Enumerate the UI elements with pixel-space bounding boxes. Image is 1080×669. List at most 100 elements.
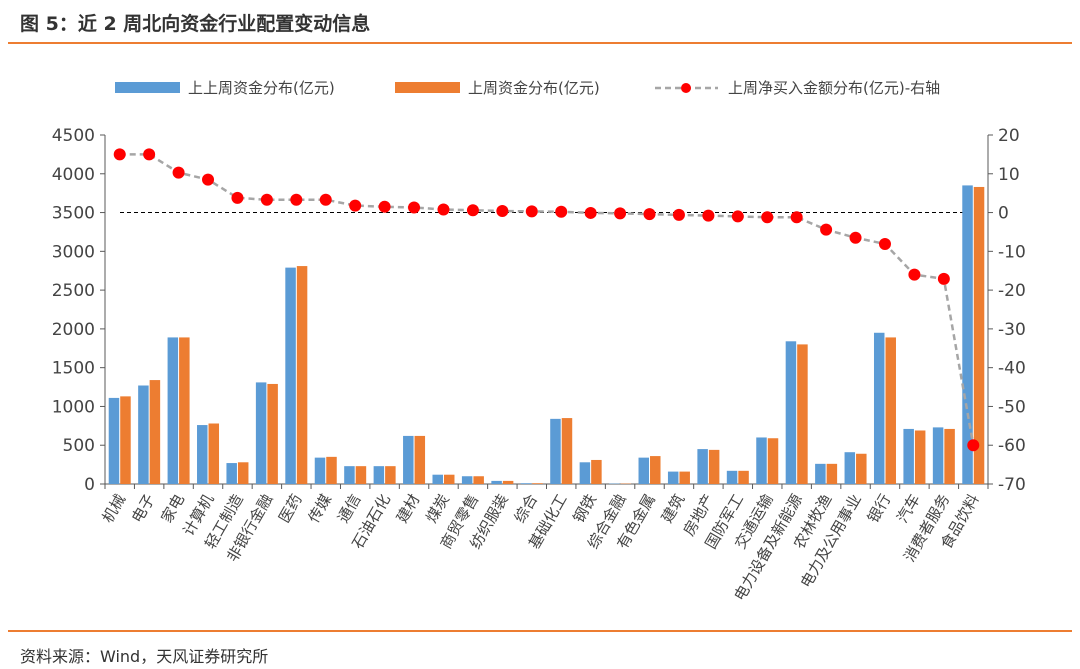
figure-title: 图 5：近 2 周北向资金行业配置变动信息 [20, 13, 371, 35]
y-tick-label-right: -40 [998, 359, 1026, 379]
category-label: 汽车 [893, 491, 924, 526]
bar-series1 [579, 462, 591, 484]
net-buy-point [614, 207, 627, 220]
bar-series2 [355, 466, 367, 484]
axes: 0 500 1000 1500 2000 2500 3000 3500 4000 4500 -70 -… [52, 126, 1026, 495]
bar-series1 [138, 385, 149, 484]
category-label: 传媒 [305, 491, 336, 526]
net-buy-point [731, 210, 744, 223]
net-buy-point [349, 199, 362, 212]
legend-label-series3: 上周净买入金额分布(亿元)-右轴 [728, 79, 940, 97]
y-tick-label-left: 4000 [52, 165, 95, 185]
bar-series1 [491, 480, 502, 484]
net-buy-point [555, 205, 568, 218]
bar-series2 [944, 428, 955, 484]
category-label: 建材 [393, 491, 424, 526]
bar-series2 [326, 456, 337, 484]
net-buy-point [437, 203, 450, 216]
y-tick-label-right: 0 [998, 204, 1009, 224]
bar-series1 [756, 437, 767, 484]
bar-series1 [697, 449, 708, 484]
bar-series1 [432, 474, 443, 484]
bar-series1 [785, 341, 797, 484]
category-label: 电子 [128, 491, 159, 526]
bar-series2 [797, 344, 808, 484]
net-buy-point [584, 206, 597, 219]
net-buy-point [143, 148, 156, 161]
combo-chart: 上上周资金分布(亿元) 上周资金分布(亿元) 上周净买入金额分布(亿元)-右轴 … [52, 79, 1026, 604]
bar-series2 [885, 337, 896, 484]
bar-series2 [296, 266, 308, 484]
source-note: 资料来源：Wind，天风证券研究所 [20, 647, 269, 666]
bar-series1 [815, 463, 826, 484]
y-tick-label-right: 10 [998, 165, 1020, 185]
bar-series2 [237, 462, 249, 484]
y-tick-label-left: 4500 [52, 126, 95, 146]
bar-series1 [461, 476, 473, 484]
y-tick-label-left: 1500 [52, 359, 95, 379]
category-label: 通信 [334, 491, 365, 526]
net-buy-point [672, 208, 685, 221]
net-buy-point [319, 193, 332, 206]
bar-series2 [679, 471, 690, 484]
bar-series2 [267, 383, 278, 484]
net-buy-point [702, 209, 715, 222]
bar-series1 [373, 466, 385, 484]
net-buy-point [408, 201, 421, 214]
bar-series2 [856, 453, 867, 484]
legend-swatch-series1 [115, 82, 180, 93]
bar-series2 [826, 463, 838, 484]
net-buy-point [466, 204, 479, 217]
bar-series1 [108, 397, 120, 484]
y-tick-label-right: 20 [998, 126, 1020, 146]
net-buy-point [820, 223, 833, 236]
net-buy-point [761, 211, 774, 224]
y-tick-label-left: 3500 [52, 204, 95, 224]
y-tick-label-right: -50 [998, 397, 1026, 417]
bottom-divider [8, 630, 1072, 632]
bar-series2 [120, 396, 131, 484]
bar-series1 [667, 471, 679, 484]
net-buy-point [878, 237, 891, 250]
bar-series2 [738, 470, 749, 484]
net-buy-point [967, 439, 980, 452]
category-label: 煤炭 [422, 491, 453, 526]
net-buy-point [172, 166, 185, 179]
legend-swatch-series3-marker [681, 83, 691, 93]
y-tick-label-right: -10 [998, 242, 1026, 262]
bar-series1 [932, 427, 944, 484]
bar-series2 [973, 186, 985, 484]
bar-series2 [532, 483, 543, 484]
top-divider [8, 42, 1072, 44]
bar-series1 [255, 382, 267, 484]
net-buy-line [119, 153, 975, 446]
bar-series2 [708, 449, 720, 484]
y-tick-label-left: 2000 [52, 320, 95, 340]
net-buy-point [908, 268, 921, 281]
y-tick-label-right: -60 [998, 436, 1026, 456]
bar-series1 [403, 435, 414, 484]
legend-label-series2: 上周资金分布(亿元) [468, 79, 600, 97]
bar-series2 [414, 435, 426, 484]
category-labels: 机械电子家电计算机轻工制造非银行金融医药传媒通信石油石化建材煤炭商贸零售纺织服装… [99, 491, 983, 604]
bar-series2 [179, 337, 190, 484]
category-label: 综合 [511, 491, 542, 526]
y-tick-label-left: 3000 [52, 242, 95, 262]
legend: 上上周资金分布(亿元) 上周资金分布(亿元) 上周净买入金额分布(亿元)-右轴 [115, 79, 940, 97]
net-buy-point [937, 272, 950, 285]
legend-swatch-series2 [395, 82, 460, 93]
bar-series1 [167, 337, 179, 484]
bar-series2 [443, 474, 455, 484]
y-tick-label-left: 2500 [52, 281, 95, 301]
y-tick-label-left: 1000 [52, 397, 95, 417]
y-tick-label-right: -30 [998, 320, 1026, 340]
bar-series1 [844, 452, 856, 484]
legend-label-series1: 上上周资金分布(亿元) [188, 79, 335, 97]
bar-series2 [914, 430, 926, 484]
net-buy-point [260, 193, 273, 206]
bar-series2 [208, 423, 220, 484]
bar-series1 [550, 418, 561, 484]
bar-series [108, 185, 985, 484]
net-buy-point [525, 205, 538, 218]
bar-series2 [591, 459, 602, 484]
